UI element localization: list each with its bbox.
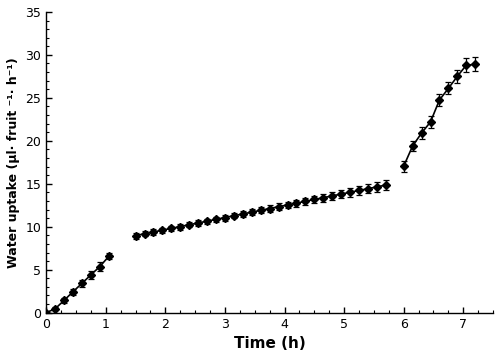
- X-axis label: Time (h): Time (h): [234, 336, 306, 351]
- Y-axis label: Water uptake (µl· fruit ⁻¹· h⁻¹): Water uptake (µl· fruit ⁻¹· h⁻¹): [7, 57, 20, 268]
